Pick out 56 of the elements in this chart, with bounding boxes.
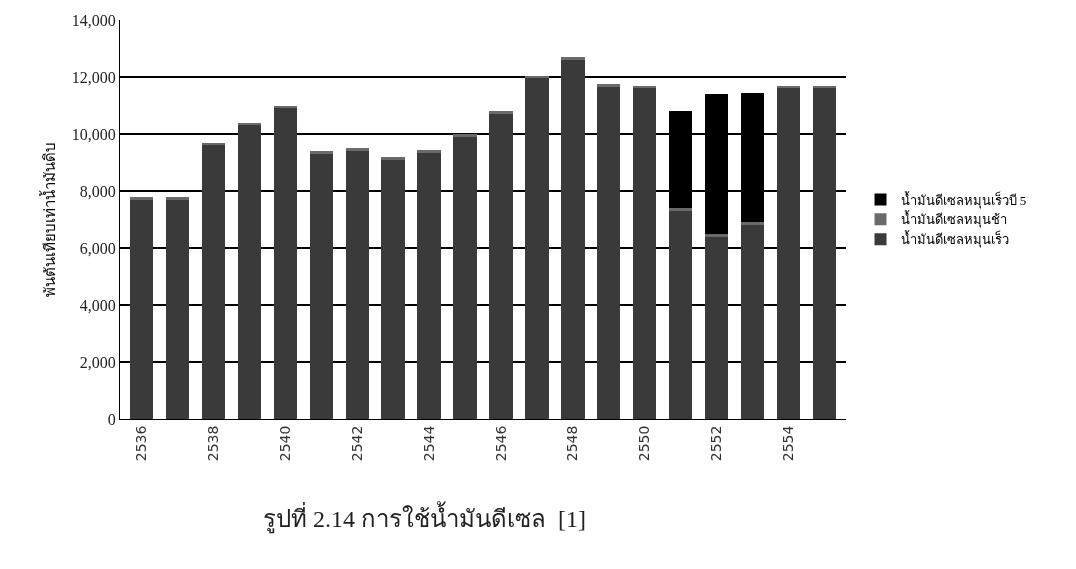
x-tick-label: 2536: [133, 425, 150, 462]
bar: [704, 233, 729, 237]
bar: [812, 88, 837, 419]
y-tick-label: 0: [107, 410, 116, 428]
bar: [776, 88, 801, 419]
x-tick-label: 2540: [276, 425, 293, 462]
bar: [561, 57, 585, 60]
bar: [668, 208, 693, 211]
bar: [453, 134, 477, 137]
bar: [381, 156, 405, 160]
bar: [597, 84, 621, 87]
bar: [309, 151, 333, 154]
bar: [237, 125, 262, 419]
y-tick-label: 14,000: [71, 11, 116, 29]
legend-label: น้ำมันดีเซลหมุนช้า: [900, 210, 1007, 229]
bar: [381, 159, 405, 419]
x-tick-label: 2554: [780, 425, 797, 462]
x-tick-label: 2550: [636, 425, 653, 462]
bar: [740, 222, 765, 226]
bar: [309, 153, 333, 419]
x-tick-label: 2544: [420, 425, 437, 462]
x-tick-label: 2542: [348, 425, 365, 462]
bar: [704, 236, 729, 419]
x-tick-label: 2538: [205, 425, 221, 462]
bar: [345, 151, 369, 419]
bar: [597, 86, 621, 419]
y-tick-label: 4,000: [79, 296, 116, 314]
x-tick-label: 2546: [492, 425, 509, 462]
bar: [345, 148, 369, 152]
bar: [561, 59, 585, 419]
bar: [129, 196, 154, 200]
bar: [740, 225, 765, 419]
y-tick-label: 2,000: [79, 353, 116, 371]
y-tick-label: 6,000: [79, 239, 116, 257]
y-tick-label: 8,000: [79, 182, 116, 200]
legend-label: น้ำมันดีเซลหมุนเร็ว: [900, 230, 1009, 249]
bar: [453, 136, 477, 419]
bar: [633, 88, 657, 419]
bar: [201, 145, 226, 419]
bar: [165, 199, 190, 419]
legend-label: น้ำมันดีเซลหมุนเร็วบี 5: [900, 190, 1027, 209]
bar: [489, 114, 513, 419]
x-tick-label: 2548: [564, 425, 581, 462]
y-tick-label: 10,000: [71, 125, 116, 143]
bar: [165, 196, 190, 200]
text: รูปที่ 2.14 การใช้น้ำมันดีเซล [1]: [263, 501, 586, 534]
x-tick-label: 2552: [708, 425, 725, 462]
bar: [129, 199, 154, 419]
y-axis-title: พันตันเทียบเท่าน้ำมันดิบ: [39, 142, 59, 297]
bar: [273, 108, 298, 419]
y-tick-label: 12,000: [71, 68, 116, 86]
bar: [417, 149, 441, 153]
bar: [489, 111, 513, 115]
bar: [525, 78, 549, 419]
bar: [668, 210, 693, 419]
bar: [417, 152, 441, 419]
